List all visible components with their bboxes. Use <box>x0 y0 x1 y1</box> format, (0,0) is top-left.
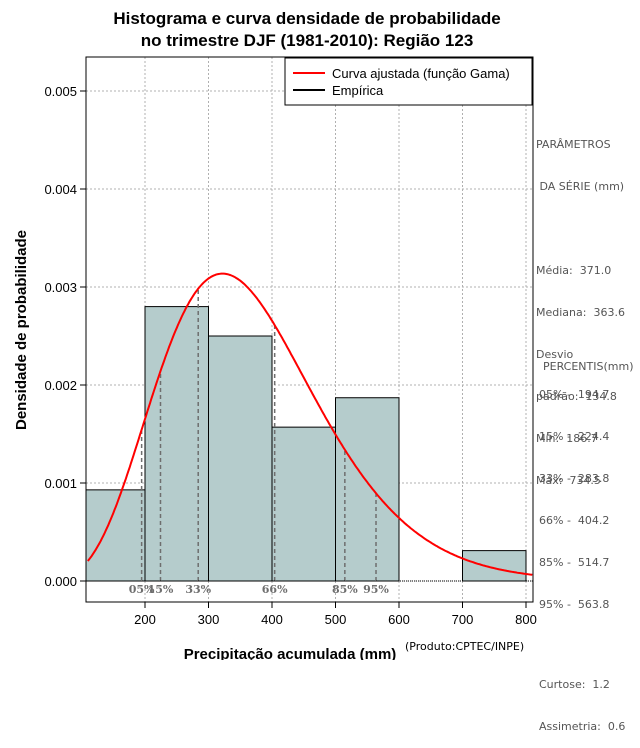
percentile-15: 15% - 224.4 <box>539 430 610 443</box>
stat-curtose: Curtose: 1.2 <box>539 678 610 691</box>
plot-frame <box>85 56 534 603</box>
gamma-fit-curve <box>87 272 533 576</box>
histogram-bar <box>208 335 273 582</box>
param-desvio-1: Desvio <box>536 348 574 361</box>
y-tick-label: 0.001 <box>44 476 77 491</box>
percentile-marker-label: 15% <box>148 583 174 596</box>
percentile-marker-label: 95% <box>363 583 389 596</box>
x-tick-label: 400 <box>261 612 283 627</box>
x-tick-label: 700 <box>452 612 474 627</box>
param-mediana: Mediana: 363.6 <box>536 306 625 319</box>
percentiles-panel: PERCENTIS(mm) <box>543 332 634 388</box>
percentile-95: 95% - 563.8 <box>539 598 610 611</box>
legend-curve-label: Curva ajustada (função Gama) <box>332 66 510 81</box>
y-tick-label: 0.003 <box>44 280 77 295</box>
percentile-marker-label: 05% <box>129 583 155 596</box>
x-tick-label: 600 <box>388 612 410 627</box>
product-credit: (Produto:CPTEC/INPE) <box>405 640 525 653</box>
x-tick-label: 800 <box>515 612 537 627</box>
percentis-title: PERCENTIS(mm) <box>543 360 634 373</box>
gamma-curve-group <box>87 272 533 576</box>
chart-title-line2: no trimestre DJF (1981-2010): Região 123 <box>141 31 474 50</box>
legend: Curva ajustada (função Gama) Empírica <box>284 57 533 106</box>
param-desvio-2: padrão: 134.8 <box>536 390 617 403</box>
y-tick-label: 0.004 <box>44 182 77 197</box>
x-axis-label: Precipitação acumulada (mm) <box>184 646 397 660</box>
stat-assimetria: Assimetria: 0.6 <box>539 720 626 733</box>
histogram-bar <box>271 426 336 582</box>
params-title-2: DA SÉRIE (mm) <box>536 180 625 193</box>
legend-empirical-label: Empírica <box>332 83 384 98</box>
percentile-66: 66% - 404.2 <box>539 514 610 527</box>
histogram-chart: 05%15% 33% 66% 85% 95% 200 300 400 500 600 700 800… <box>13 9 537 660</box>
percentile-markers: 05%15% 33% 66% 85% 95% <box>129 288 389 596</box>
x-tick-label: 500 <box>325 612 347 627</box>
y-tick-label: 0.005 <box>44 84 77 99</box>
param-min: Mín: 186.7 <box>536 432 598 445</box>
chart-title-line1: Histograma e curva densidade de probabil… <box>113 9 500 28</box>
y-tick-label: 0.000 <box>44 574 77 589</box>
params-title-1: PARÂMETROS <box>536 138 611 151</box>
axes: 200 300 400 500 600 700 800 0.000 0.001 0.002 0.00… <box>44 84 536 627</box>
histogram-bar <box>462 550 527 582</box>
legend-box <box>284 57 533 106</box>
percentile-33: 33% - 283.8 <box>539 472 610 485</box>
percentile-05: 05% - 194.7 <box>539 388 610 401</box>
y-tick-label: 0.002 <box>44 378 77 393</box>
percentile-marker-label: 66% <box>262 583 288 596</box>
x-tick-label: 300 <box>198 612 220 627</box>
histogram-bar <box>144 306 209 582</box>
histogram-bars <box>85 306 527 582</box>
histogram-bar <box>85 489 146 582</box>
x-tick-label: 200 <box>134 612 156 627</box>
percentiles-values: 05% - 194.7 15% - 224.4 33% - 283.8 66% … <box>539 360 625 748</box>
series-parameters-panel: PARÂMETROS DA SÉRIE (mm) Média: 371.0 Me… <box>536 110 625 502</box>
percentile-marker-label: 85% <box>332 583 358 596</box>
param-media: Média: 371.0 <box>536 264 612 277</box>
percentile-marker-label: 33% <box>185 583 211 596</box>
percentile-85: 85% - 514.7 <box>539 556 610 569</box>
y-axis-label: Densidade de probabilidade <box>13 230 30 430</box>
param-max: Máx: 734.5 <box>536 474 601 487</box>
histogram-bar <box>335 397 400 582</box>
